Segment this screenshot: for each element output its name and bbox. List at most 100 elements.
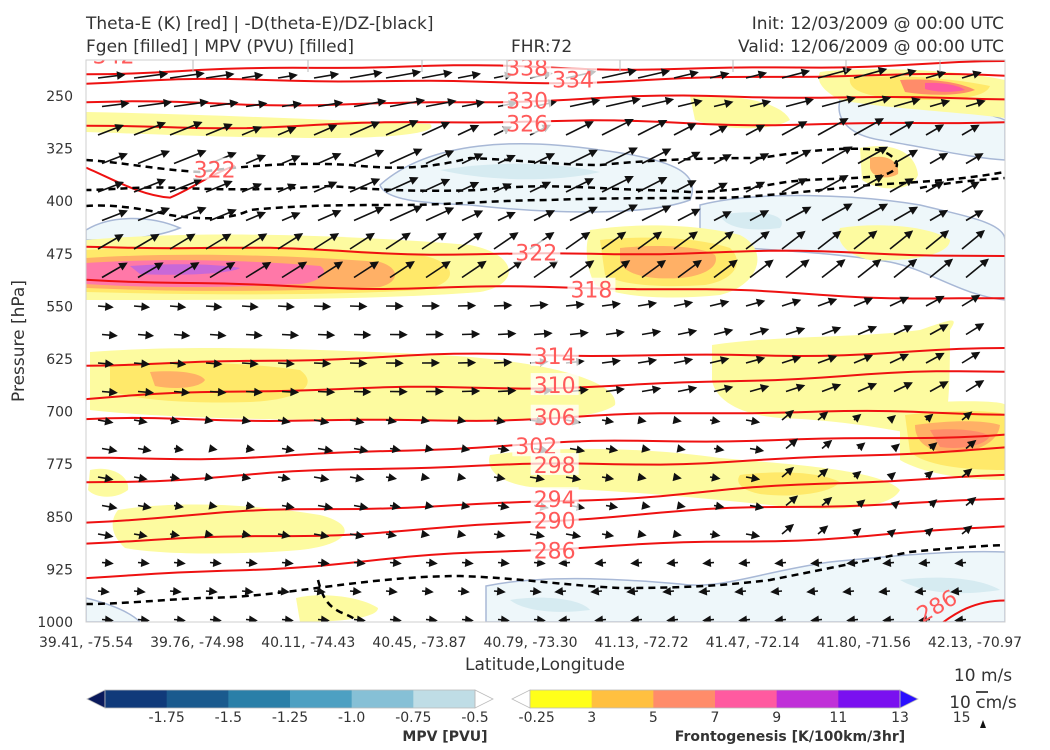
- wind-vector-head: [724, 231, 734, 240]
- wind-vector-head: [496, 416, 506, 425]
- wind-vector-head: [939, 230, 950, 239]
- wind-vector-head: [878, 587, 888, 596]
- wind-vector-head: [651, 385, 662, 394]
- wind-vector-head: [979, 258, 989, 268]
- wind-vector-head: [391, 444, 402, 454]
- wind-vector-head: [388, 587, 398, 596]
- wind-vector-head: [877, 66, 888, 76]
- wind-vector-head: [867, 325, 878, 334]
- wind-vector-head: [114, 124, 124, 133]
- wind-vector-head: [415, 97, 426, 106]
- wind-vector-head: [672, 472, 682, 482]
- wind-vector-head: [369, 261, 379, 270]
- wind-vector-head: [718, 182, 728, 191]
- wind-vector-head: [759, 384, 770, 393]
- wind-vector-head: [750, 416, 761, 426]
- x-tick-label: 40.45, -73.87: [372, 635, 466, 651]
- wind-vector-head: [196, 206, 207, 215]
- wind-vector-head: [138, 473, 148, 483]
- wind-vector-head: [253, 330, 263, 340]
- wind-vector-head: [723, 327, 734, 337]
- wind-vector-head: [391, 501, 402, 511]
- wind-vector-head: [590, 587, 600, 596]
- wind-vector-head: [759, 327, 770, 336]
- wind-vector-head: [687, 328, 698, 337]
- y-axis-label: Pressure [hPa]: [9, 280, 29, 402]
- mpv-colorbar-tick: -0.5: [461, 710, 488, 726]
- wind-vector-head: [881, 95, 892, 104]
- wind-vector-head: [241, 472, 252, 482]
- wind-vector-head: [579, 329, 589, 338]
- wind-vector-head: [886, 414, 896, 424]
- wind-vector-head: [408, 119, 419, 128]
- wind-vector-head: [899, 353, 910, 362]
- wind-vector-head: [954, 558, 964, 568]
- y-tick-label: 700: [46, 405, 73, 421]
- mpv-colorbar-segment: [413, 690, 476, 708]
- mpv-colorbar-frame: [104, 689, 476, 709]
- wind-vector-head: [253, 387, 263, 397]
- wind-vector-head: [326, 330, 336, 340]
- theta-e-contour-label: 338: [506, 57, 548, 82]
- wind-vector-head: [719, 356, 730, 365]
- wind-vector-head: [333, 261, 344, 270]
- mpv-colorbar-segment: [290, 690, 353, 708]
- wind-vector-head: [104, 359, 114, 368]
- wind-vector-head: [966, 496, 977, 506]
- wind-vector-head: [290, 212, 301, 220]
- wind-vector-head: [774, 558, 784, 568]
- wind-vector-head: [457, 415, 467, 425]
- wind-vector-head: [395, 301, 404, 311]
- wind-vector-head: [256, 154, 267, 163]
- wind-vector-head: [950, 587, 960, 596]
- top-tick-marks: [192, 60, 941, 72]
- vector-key-horizontal: 10 m/s: [954, 666, 1012, 686]
- wind-vector-head: [535, 530, 545, 540]
- plot-area: 342 338 3343303263223223183143103063022982…: [86, 57, 1005, 622]
- y-tick-label: 550: [46, 299, 73, 315]
- wind-vector-head: [285, 501, 295, 511]
- wind-vector-head: [116, 71, 126, 80]
- wind-vector-head: [687, 385, 698, 394]
- wind-vector-head: [664, 96, 675, 106]
- wind-vector-head: [867, 382, 878, 391]
- wind-vector-head: [496, 587, 506, 596]
- wind-vector-head: [938, 152, 949, 161]
- wind-vector-head: [208, 587, 218, 596]
- wind-vector-head: [734, 587, 744, 596]
- wind-vector-head: [616, 231, 627, 241]
- wind-vector-head: [181, 330, 191, 340]
- wind-vector-head: [221, 233, 232, 242]
- wind-vector-head: [195, 70, 205, 79]
- wind-vector-head: [408, 176, 419, 185]
- y-tick-label: 475: [46, 247, 73, 263]
- fgen-colorbar-frame: [529, 689, 901, 709]
- y-tick-label: 625: [46, 352, 73, 368]
- contour-label-halo: [530, 344, 579, 367]
- wind-vector-head: [387, 473, 398, 482]
- wind-vector-head: [797, 121, 808, 130]
- wind-vector-head: [225, 70, 235, 80]
- theta-e-contour-label: 314: [534, 345, 576, 370]
- wind-vector-head: [660, 68, 671, 77]
- wind-vector-head: [839, 175, 849, 183]
- wind-vector-head: [686, 180, 697, 189]
- wind-vector-head: [324, 445, 334, 454]
- wind-vector-head: [648, 299, 658, 309]
- wind-vector-head: [324, 502, 334, 511]
- wind-vector-head: [281, 530, 291, 539]
- wind-vector-head: [473, 153, 484, 162]
- wind-vector-head: [683, 299, 694, 309]
- wind-vector-head: [641, 501, 651, 510]
- wind-vector-head: [244, 587, 254, 596]
- wind-vector-head: [507, 386, 517, 396]
- wind-vector-head: [934, 124, 945, 133]
- wind-vector-head: [797, 178, 808, 187]
- wind-vector-head: [611, 300, 621, 309]
- wind-vector-head: [444, 207, 455, 216]
- wind-vector-head: [692, 259, 702, 269]
- wind-vector-head: [788, 495, 799, 505]
- wind-vector-head: [962, 411, 973, 421]
- wind-vector-head: [170, 416, 180, 425]
- wind-vector-head: [477, 260, 487, 270]
